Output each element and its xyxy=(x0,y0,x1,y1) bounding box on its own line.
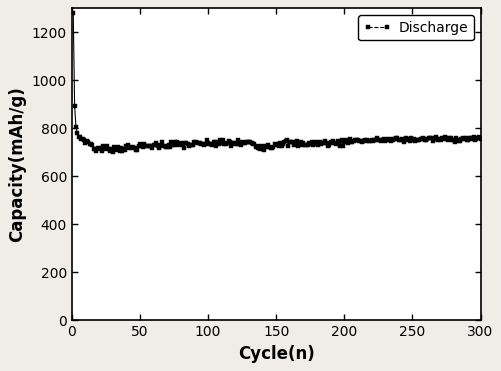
X-axis label: Cycle(n): Cycle(n) xyxy=(237,345,314,363)
Discharge xyxy=(314,140,320,145)
Discharge xyxy=(72,103,78,108)
Legend: Discharge: Discharge xyxy=(357,15,472,40)
Discharge xyxy=(414,137,420,142)
Discharge xyxy=(110,150,116,154)
Discharge xyxy=(320,141,326,145)
Discharge xyxy=(476,137,482,141)
Line: Discharge: Discharge xyxy=(71,12,481,154)
Discharge xyxy=(440,137,446,141)
Discharge xyxy=(70,11,76,15)
Discharge xyxy=(312,140,318,144)
Y-axis label: Capacity(mAh/g): Capacity(mAh/g) xyxy=(9,86,26,242)
